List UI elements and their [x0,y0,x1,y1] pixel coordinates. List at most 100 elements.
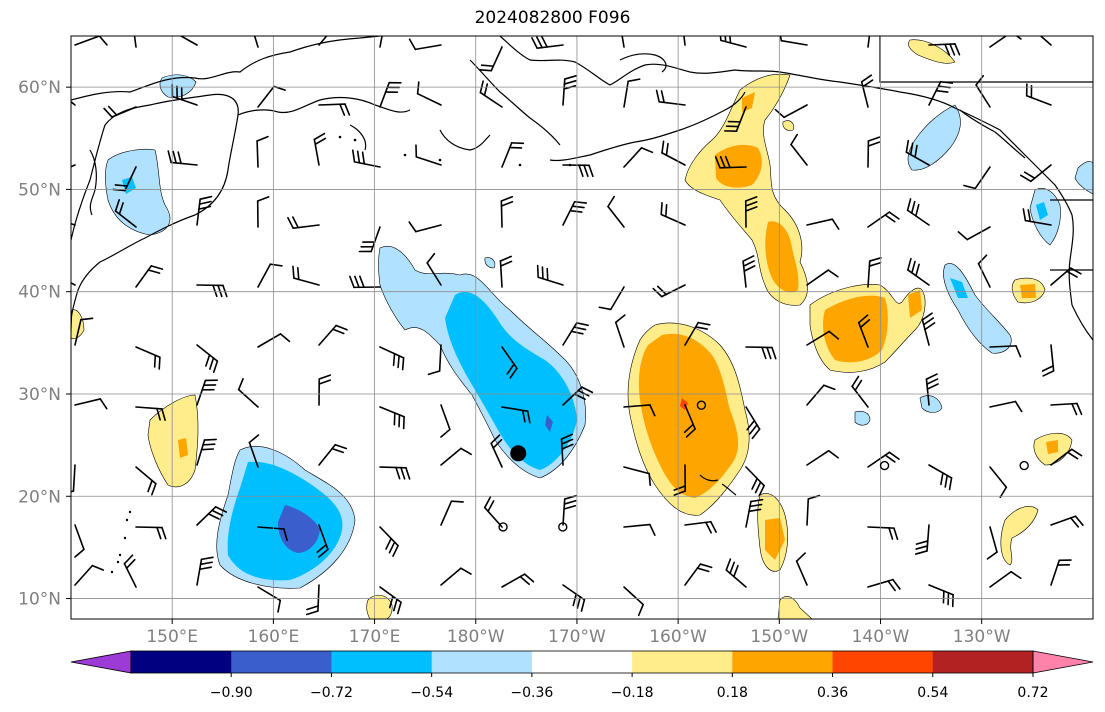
colorbar-tick-label: −0.90 [210,685,253,701]
wind-barb [131,36,137,48]
wind-barb [135,265,164,288]
wind-barb [135,526,167,540]
wind-barb [257,586,282,613]
wind-barb [660,201,686,226]
colorbar-bin [231,651,332,673]
colorbar-tick-label: −0.54 [410,685,453,701]
wind-barb [928,584,954,608]
wind-barb [440,447,472,466]
wind-barb [562,584,586,612]
colorbar-outline [130,650,1034,674]
wind-barb [989,466,1008,499]
colorbar-tick-label: −0.18 [611,685,654,701]
wind-barb [408,38,442,51]
wind-barb [914,524,930,555]
wind-barb [928,464,953,491]
wind-barb [867,451,900,468]
wind-barb [292,265,320,286]
wind-barb [318,324,348,346]
wind-barb [614,314,626,348]
colorbar-tick-label: −0.36 [510,685,553,701]
wind-barb [778,36,808,46]
wind-barb [440,567,472,586]
wind-barb [867,211,900,228]
wind-barb [71,271,76,286]
wind-barb [562,322,589,346]
wind-barb [501,142,525,168]
calm-wind-circle [558,522,568,532]
wind-barb [196,438,217,466]
wind-barb [379,466,411,480]
colorbar-tick-label: −0.72 [310,685,353,701]
wind-barb [1030,36,1052,46]
wind-barb [907,257,930,286]
wind-barb [536,264,564,286]
lat-tick-label: 10°N [18,590,61,610]
wind-barb [963,166,991,190]
wind-barb [989,570,1022,588]
wind-barb [349,275,381,289]
wind-barb [500,195,514,228]
wind-barb [925,373,939,406]
coastlines [71,36,1093,496]
wind-barb [135,346,161,370]
wind-barb [623,466,652,487]
wind-barb [440,404,451,438]
wind-barb [562,494,577,526]
wind-barb [723,106,747,132]
wind-barb [74,36,108,46]
wind-barb [745,346,777,360]
wind-barb [989,36,1022,48]
wind-barb [684,520,717,534]
wind-barb [257,263,283,288]
lat-tick-label: 40°N [18,283,61,303]
colorbar-bin [832,651,934,673]
wind-barb [71,215,76,226]
calm-wind-circle [498,522,508,532]
wind-barb [173,36,198,46]
wind-barb [867,578,901,592]
wind-barb [196,195,213,226]
wind-barb [196,344,219,374]
wind-barb [114,199,137,228]
wind-barb [1050,402,1083,416]
wind-barb [986,526,998,560]
lon-tick-label: 140°W [852,627,910,647]
wind-barb [742,255,756,288]
lon-tick-label: 180°W [447,627,505,647]
axis-labels: 10°N 20°N 30°N 40°N 50°N 60°N 150°E 160°E 170°E 1… [18,78,1011,647]
wind-barb [905,139,930,166]
wind-barb [928,43,961,56]
wind-barb [416,81,442,106]
wind-barb [806,330,840,346]
negative-region-central-pacific [378,246,586,479]
wind-barb [1050,267,1082,286]
positive-region-subtropical [147,284,926,572]
colorbar: −0.90 −0.72 −0.54 −0.36 −0.18 0.18 0.36 0.54 0.7… [70,650,1094,701]
wind-barb [249,36,259,48]
wind-barb [440,500,464,526]
wind-barb [1050,559,1072,586]
wind-barb [501,573,535,588]
wind-barb [562,164,594,178]
wind-barb [975,74,991,108]
wind-barb [1019,164,1052,183]
wind-barb [867,256,882,288]
wind-barb [725,558,747,588]
wind-barb [71,464,76,496]
wind-barb [408,221,442,233]
wind-barb [379,526,399,557]
colorbar-bin [632,651,733,673]
colorbar-extend-high [1032,650,1094,674]
wind-barb [135,466,157,496]
wind-barb [562,200,588,226]
wind-barb [379,406,405,430]
colorbar-bin [131,651,232,673]
wind-barb [977,254,991,288]
wind-barb [774,104,808,119]
colorbar-tick-label: 0.18 [717,685,748,701]
wind-barb [989,400,1023,413]
wind-barb [623,586,644,617]
wind-barb [806,384,836,406]
colorbar-tick-label: 0.54 [917,685,948,701]
